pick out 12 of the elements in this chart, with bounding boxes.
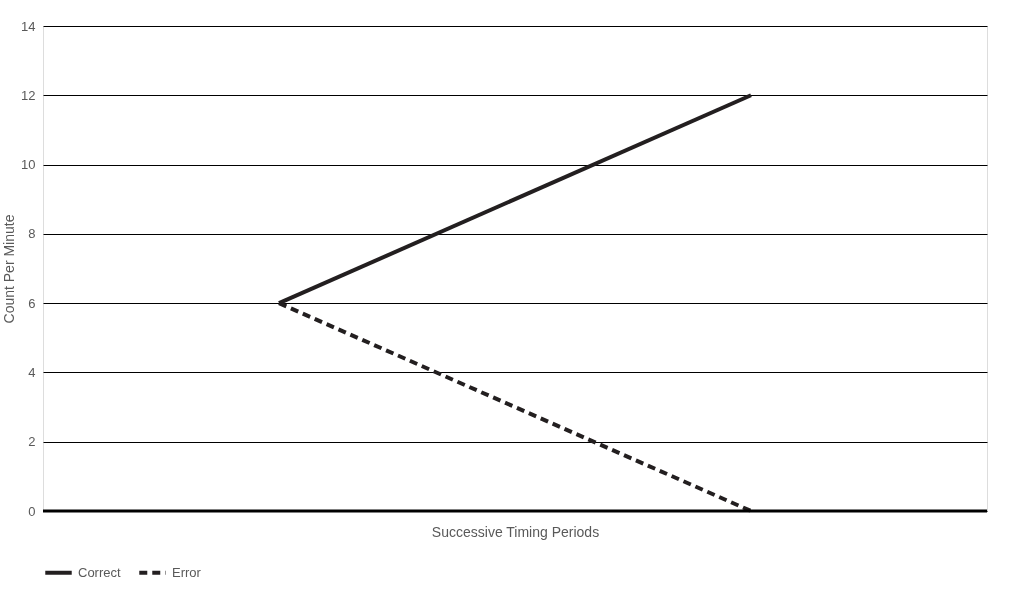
y-tick-label: 0	[28, 503, 36, 519]
y-tick-label: 8	[28, 226, 36, 242]
y-tick-label: 2	[28, 434, 36, 450]
y-tick-label: 6	[28, 295, 36, 311]
legend-label: Error	[172, 564, 202, 580]
legend-label: Correct	[78, 564, 122, 580]
y-tick-label: 10	[21, 157, 36, 173]
y-tick-label: 4	[28, 364, 36, 380]
y-tick-label: 14	[21, 18, 36, 34]
x-axis-title: Successive Timing Periods	[431, 523, 600, 540]
y-axis-title: Count Per Minute	[1, 214, 18, 324]
y-tick-label: 12	[21, 87, 36, 103]
